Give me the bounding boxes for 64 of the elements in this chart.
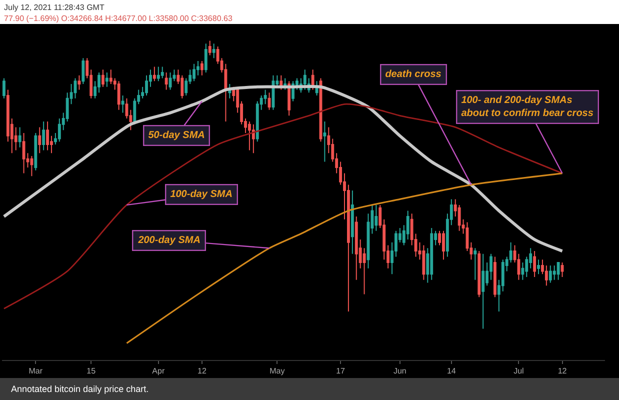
candlestick [212,43,216,59]
annotation: 50-day SMA [148,130,205,142]
candlestick [18,126,22,148]
candlestick [117,80,120,110]
candlestick [2,78,6,99]
annotation: 200-day SMA [137,235,200,246]
annotation: death cross [385,69,442,80]
text: Annotated bitcoin daily price chart. [11,384,149,394]
candlestick [168,72,172,90]
candlestick [556,262,560,280]
candlestick [46,120,49,151]
candlestick [354,216,358,280]
candlestick [160,66,164,79]
candlestick [478,250,481,298]
candlestick [268,92,271,110]
candlestick [552,264,556,280]
candlestick [34,132,38,171]
candlestick [537,259,540,275]
candlestick [38,126,42,154]
annotation: 100-day SMA [170,189,232,200]
x-tick-label: 15 [86,366,96,376]
candlestick [422,244,426,280]
chart-subtitle: 77.90 (−1.69%) O:34266.84 H:34677.00 L:33580.00 C:33680.63 [4,14,233,23]
candlestick [208,40,212,56]
candlestick [42,120,46,151]
candlestick [105,72,108,88]
candlestick [22,132,26,174]
candlestick [192,63,196,82]
annotation: 100- and 200-day SMAs about to confirm bear cross [461,95,594,120]
x-tick-label: Apr [152,366,165,376]
candlestick [533,250,536,278]
x-tick-label: 12 [198,366,207,376]
candlestick [102,69,104,88]
x-tick-label: Jul [514,366,524,376]
candlestick [374,204,378,232]
candlestick [430,228,434,280]
candlestick [323,120,326,162]
x-tick-label: 14 [446,366,456,376]
candlestick [200,60,204,76]
candlestick [82,58,85,84]
x-tick-label: 17 [336,366,346,376]
candlestick [248,120,251,151]
candlestick [548,264,552,284]
candlestick [350,190,354,254]
chart-title: July 12, 2021 11:28:43 GMT [4,3,104,12]
candlestick [474,248,477,280]
candlestick [303,69,306,90]
x-tick-label: Jun [393,366,406,376]
x-tick-label: May [270,366,285,376]
candlestick [252,124,255,154]
candlestick [493,256,496,298]
candlestick [78,74,81,90]
candlestick [164,72,168,90]
candlestick [30,156,34,177]
candlestick [442,230,445,260]
candlestick [560,262,564,278]
candlestick [152,66,156,82]
candlestick [228,84,232,99]
x-tick-label: 12 [558,366,568,376]
candlestick [156,66,160,82]
candlestick [204,43,208,73]
candlestick [121,95,124,114]
candlestick [482,253,485,330]
x-tick-label: Mar [28,366,43,376]
